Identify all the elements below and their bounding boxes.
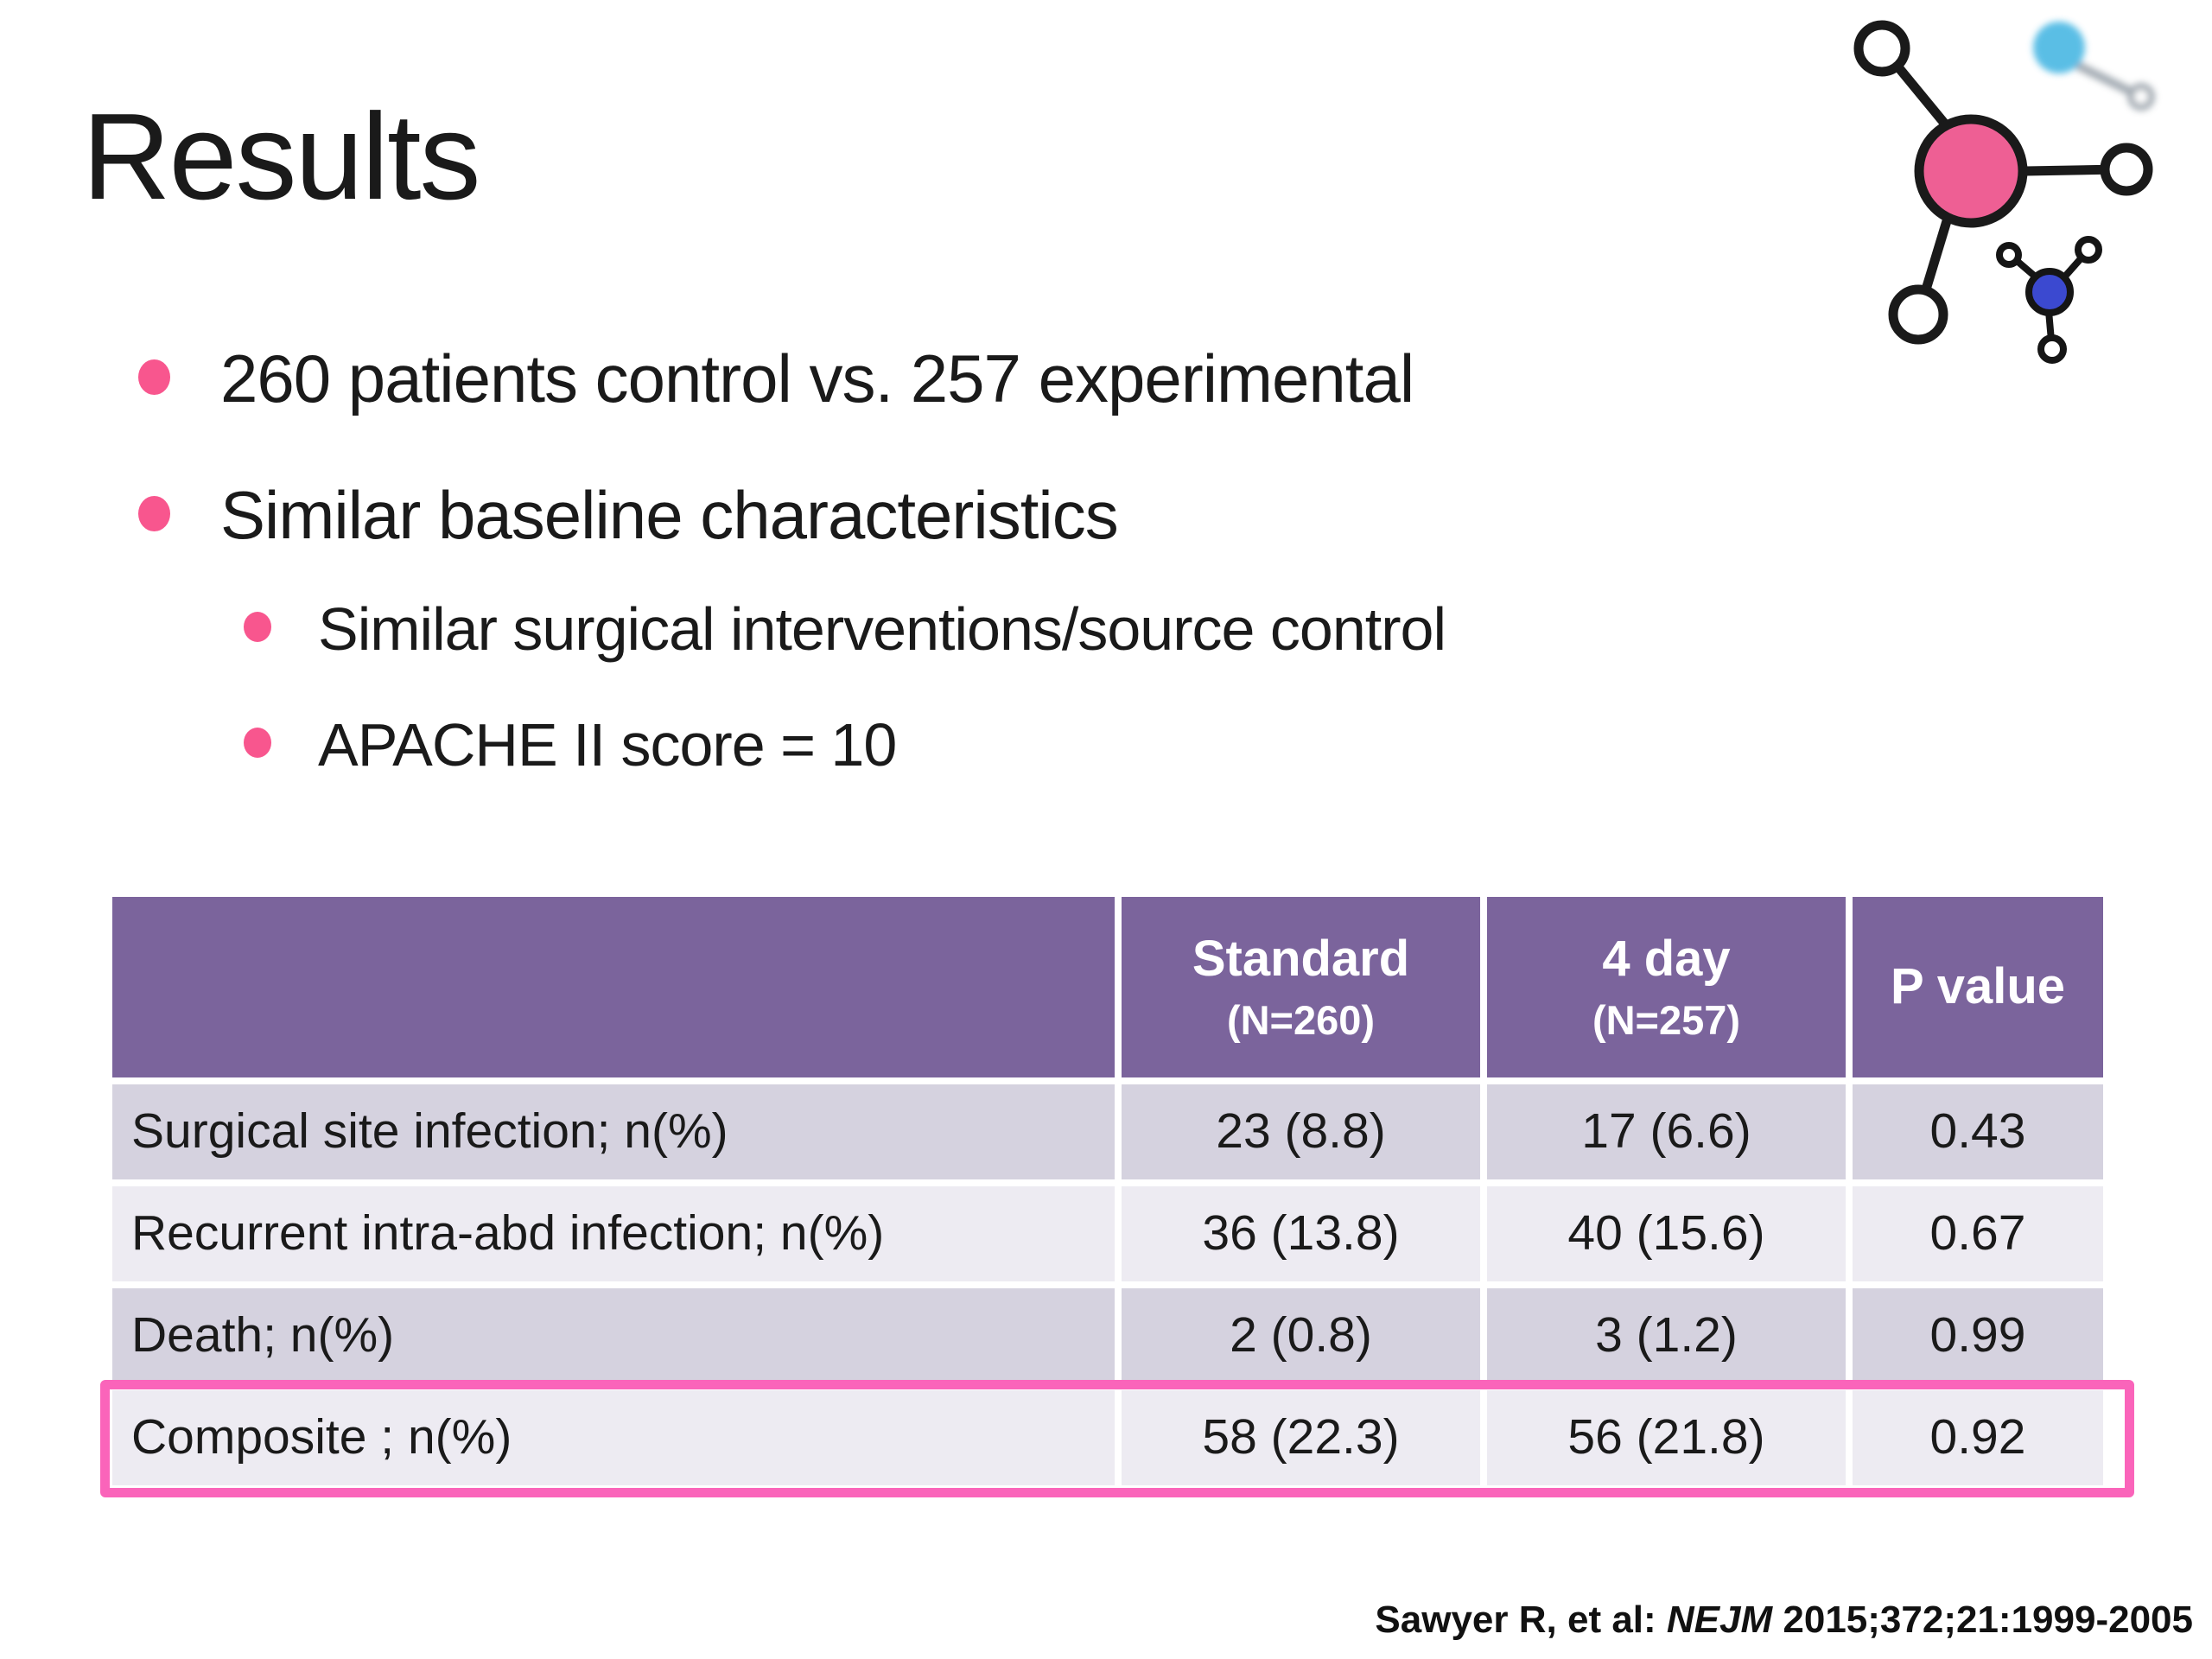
table-header-cell-standard: Standard (N=260) (1122, 897, 1480, 1077)
table-cell-pvalue: 0.92 (1853, 1390, 2103, 1485)
table-cell-pvalue: 0.67 (1853, 1186, 2103, 1281)
sub-bullet-item: Similar surgical interventions/source co… (244, 593, 1446, 665)
page-title: Results (82, 88, 480, 226)
table-row-label: Surgical site infection; n(%) (112, 1084, 1115, 1179)
table-cell-standard: 2 (0.8) (1122, 1288, 1480, 1383)
table-row-label: Death; n(%) (112, 1288, 1115, 1383)
table-header-cell-pvalue: P value (1853, 897, 2103, 1077)
citation-suffix: 2015;372;21:1999-2005 (1772, 1599, 2193, 1641)
table-cell-standard: 23 (8.8) (1122, 1084, 1480, 1179)
bullet-dot-icon (138, 496, 170, 531)
bullet-item: Similar baseline characteristics (138, 475, 1119, 556)
table-header-cell-empty (112, 897, 1115, 1077)
citation: Sawyer R, et al: NEJM 2015;372;21:1999-2… (1375, 1599, 2193, 1642)
column-subtitle: (N=257) (1592, 996, 1741, 1043)
column-subtitle: (N=260) (1226, 996, 1376, 1043)
table-cell-pvalue: 0.99 (1853, 1288, 2103, 1383)
table-cell-4day: 56 (21.8) (1487, 1390, 1846, 1485)
citation-prefix: Sawyer R, et al: (1375, 1599, 1667, 1641)
table-cell-4day: 17 (6.6) (1487, 1084, 1846, 1179)
bullet-text: Similar surgical interventions/source co… (318, 595, 1446, 663)
citation-journal: NEJM (1666, 1599, 1773, 1641)
results-table: Standard (N=260) 4 day (N=257) P value S… (112, 897, 2103, 1485)
sub-bullet-item: APACHE II score = 10 (244, 709, 897, 781)
table-header-cell-4day: 4 day (N=257) (1487, 897, 1846, 1077)
bullet-text: Similar baseline characteristics (220, 477, 1119, 553)
bullet-text: APACHE II score = 10 (318, 711, 897, 779)
bullet-dot-icon (244, 612, 271, 642)
molecule-logo-icon (1853, 20, 2155, 364)
column-title: P value (1890, 958, 2066, 1015)
bullet-dot-icon (138, 359, 170, 395)
table-cell-pvalue: 0.43 (1853, 1084, 2103, 1179)
bullet-dot-icon (244, 728, 271, 758)
table-row-label: Composite ; n(%) (112, 1390, 1115, 1485)
column-title: Standard (1192, 931, 1410, 988)
table-row-label: Recurrent intra-abd infection; n(%) (112, 1186, 1115, 1281)
table-cell-standard: 58 (22.3) (1122, 1390, 1480, 1485)
table-cell-4day: 3 (1.2) (1487, 1288, 1846, 1383)
bullet-item: 260 patients control vs. 257 experimenta… (138, 339, 1414, 420)
bullet-text: 260 patients control vs. 257 experimenta… (220, 340, 1414, 416)
table-cell-standard: 36 (13.8) (1122, 1186, 1480, 1281)
column-title: 4 day (1602, 931, 1731, 988)
table-cell-4day: 40 (15.6) (1487, 1186, 1846, 1281)
